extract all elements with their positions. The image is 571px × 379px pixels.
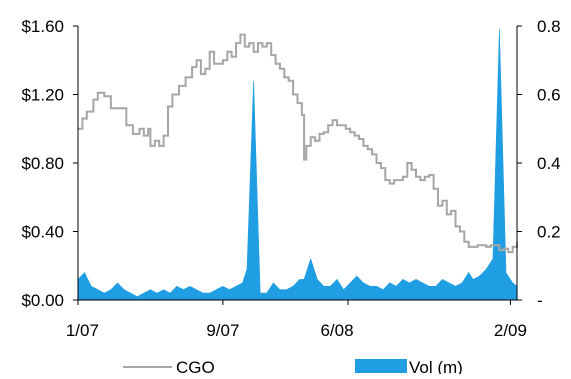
legend: CGO Vol (m) (123, 358, 463, 377)
volume-series-group (77, 29, 518, 301)
x-tick-label: 9/07 (206, 321, 239, 340)
y-left-tick-label: $0.80 (21, 154, 64, 173)
y-right-tick-label: 0.8 (537, 17, 561, 36)
y-left-tick-label: $0.40 (21, 223, 64, 242)
y-right-tick-label: - (537, 291, 543, 310)
y-left-tick-label: $1.20 (21, 86, 64, 105)
y-right-tick-label: 0.4 (537, 154, 561, 173)
x-tick-label: 6/08 (320, 321, 353, 340)
axes-group: $0.00 $0.40 $0.80 $1.20 $1.60 - 0.2 0.4 0.6 0.8 1/… (21, 17, 560, 340)
volume-area (77, 29, 518, 301)
y-left-tick-label: $0.00 (21, 291, 64, 310)
legend-swatch-vol (355, 359, 407, 373)
price-line (78, 33, 518, 254)
legend-label-vol: Vol (m) (409, 358, 463, 374)
y-right-tick-label: 0.2 (537, 223, 561, 242)
y-right-tick-label: 0.6 (537, 86, 561, 105)
y-left-tick-label: $1.60 (21, 17, 64, 36)
x-tick-label: 2/09 (494, 321, 527, 340)
price-series-group (78, 33, 518, 254)
legend-label-cgo: CGO (176, 358, 215, 374)
x-tick-label: 1/07 (66, 321, 99, 340)
